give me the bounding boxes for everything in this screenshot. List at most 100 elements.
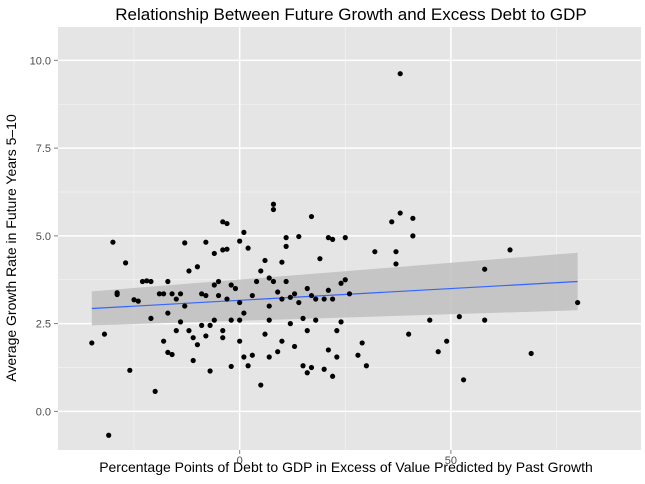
data-point [211,250,217,257]
data-point [397,71,403,77]
confidence-band [91,252,578,326]
data-point [220,247,226,253]
data-point [262,257,268,264]
data-point [296,233,302,240]
data-point [410,215,416,221]
data-point [342,277,348,283]
data-point [89,340,95,346]
data-point [317,256,323,262]
data-point [220,219,226,225]
data-point [258,382,264,388]
data-point [507,247,513,253]
data-point [177,319,184,325]
data-point [249,352,255,358]
data-point [207,322,213,328]
data-point [325,287,331,293]
data-point [304,328,310,334]
y-tick-label: 2.5 [36,319,51,331]
data-point [245,245,251,251]
data-point [101,331,108,337]
data-point [321,366,327,372]
data-point [355,352,361,358]
data-point [156,291,162,297]
data-point [393,249,399,255]
data-point [177,291,184,297]
data-point [296,299,302,306]
data-point [224,220,230,227]
data-point [334,328,340,334]
data-point [186,328,192,334]
data-point [249,292,255,299]
x-tick-label: 0 [237,455,243,467]
data-point [338,319,344,325]
data-point [215,278,222,285]
data-point [427,317,433,323]
data-point [237,317,243,323]
data-point [275,349,281,355]
data-point [342,235,348,241]
data-point [224,296,230,302]
data-point [363,363,369,369]
data-point [139,278,146,285]
data-point [321,296,327,302]
data-point [283,278,289,285]
y-tick-label: 10.0 [30,55,51,67]
data-point [199,322,205,328]
data-point [165,278,171,285]
data-point [275,289,281,295]
data-point [241,310,247,316]
data-point [266,354,272,360]
data-point [122,260,129,266]
data-point [308,213,315,220]
data-point [224,246,230,252]
data-point [110,239,116,245]
y-axis-label: Average Growth Rate in Future Years 5–10 [3,114,19,382]
x-axis-label: Percentage Points of Debt to GDP in Exce… [99,459,593,475]
data-point [165,349,171,356]
data-point [194,342,201,348]
data-point [283,243,289,249]
x-axis-ticks: 0 50 [237,450,457,467]
data-point [528,350,534,357]
data-point [359,340,365,346]
data-point [203,333,209,339]
data-point [127,367,133,373]
data-point [287,294,293,300]
data-point [258,268,264,274]
data-point [135,298,141,304]
data-point [194,264,201,270]
data-point [300,363,306,369]
data-point [173,296,179,302]
data-point [173,328,179,334]
data-point [325,235,331,241]
data-point [330,236,336,242]
data-point [182,240,188,246]
data-point [338,280,344,286]
data-point [144,278,150,284]
data-point [232,285,239,292]
y-tick-label: 0.0 [36,406,51,418]
data-point [270,278,277,285]
data-points [89,71,581,438]
data-point [220,335,226,341]
data-point [266,317,272,323]
data-point [161,291,167,297]
data-point [152,388,158,394]
data-point [211,317,217,323]
data-point [203,292,209,299]
data-point [313,296,319,302]
data-point [406,331,412,337]
major-gridlines [58,27,641,450]
data-point [334,354,340,360]
chart-title: Relationship Between Future Growth and E… [115,5,587,24]
data-point [270,206,277,213]
data-point [203,239,209,245]
data-point [148,315,154,321]
data-point [308,292,315,299]
plot-panel [58,27,641,450]
data-point [190,335,196,341]
data-point [346,291,353,297]
y-tick-label: 5.0 [36,231,51,243]
data-point [575,299,581,306]
x-tick-label: 50 [445,455,457,467]
